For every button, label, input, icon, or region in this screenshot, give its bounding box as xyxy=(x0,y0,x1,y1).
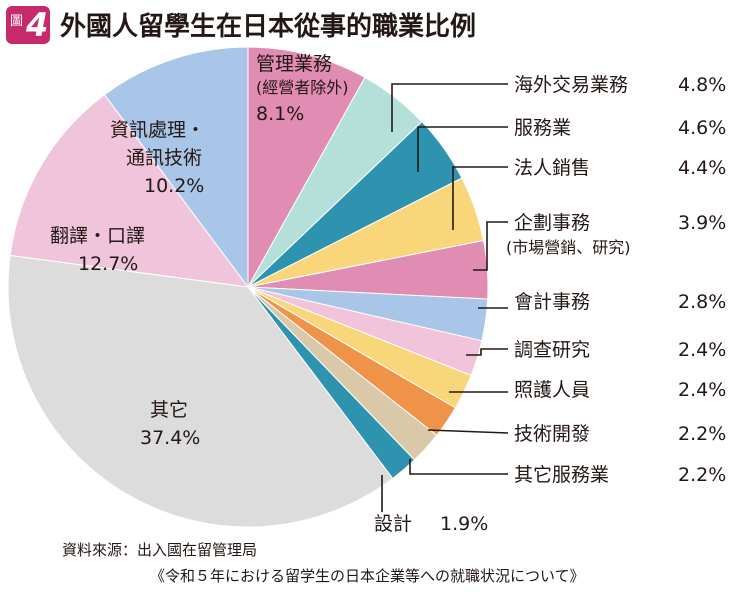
note-management: (經營者除外) xyxy=(256,78,349,97)
label-overseas-trade: 海外交易業務 xyxy=(514,74,629,96)
value-other: 37.4% xyxy=(140,427,201,449)
label-caregiver: 照護人員 xyxy=(514,379,591,401)
label-corporate-sales: 法人銷售 xyxy=(514,157,591,179)
leader-line-overseas-trade xyxy=(391,83,508,132)
value-caregiver: 2.4% xyxy=(678,379,727,401)
leader-line-research xyxy=(466,348,508,356)
figure-badge: 圖 4 xyxy=(6,6,50,44)
label-it-line1: 資訊處理・ xyxy=(110,119,206,141)
source-line2: 《令和５年における留学生の日本企業等への就職状況について》 xyxy=(150,567,585,585)
label-tech-dev: 技術開發 xyxy=(514,423,591,445)
value-overseas-trade: 4.8% xyxy=(678,74,727,96)
value-accounting: 2.8% xyxy=(678,291,727,313)
leader-line-corporate-sales xyxy=(452,166,508,230)
source-line1: 資料來源：出入國在留管理局 xyxy=(62,541,258,559)
leader-line-other-service xyxy=(409,459,508,475)
figure-badge-number: 4 xyxy=(26,6,49,44)
note-planning: (市場營銷、研究) xyxy=(506,238,631,257)
figure-badge-label: 圖 xyxy=(10,14,24,29)
label-design: 設計 xyxy=(374,513,413,535)
value-planning: 3.9% xyxy=(678,212,727,234)
value-tech-dev: 2.2% xyxy=(678,423,727,445)
value-corporate-sales: 4.4% xyxy=(678,157,727,179)
label-other-service: 其它服務業 xyxy=(514,464,610,486)
pie-slice-translation xyxy=(9,93,250,288)
label-research: 調查研究 xyxy=(514,339,591,361)
label-it-line2: 通訊技術 xyxy=(126,147,203,169)
label-service: 服務業 xyxy=(514,117,572,139)
value-service: 4.6% xyxy=(678,117,727,139)
leader-line-tech-dev xyxy=(427,429,509,434)
label-other: 其它 xyxy=(150,399,189,421)
label-accounting: 會計事務 xyxy=(514,291,591,313)
pie-slice-it xyxy=(103,46,249,289)
leader-line-service xyxy=(417,126,508,172)
leader-line-planning xyxy=(473,221,508,271)
label-translation: 翻譯・口譯 xyxy=(50,225,146,247)
chart-title: 外國人留學生在日本從事的職業比例 xyxy=(60,12,477,42)
value-other-service: 2.2% xyxy=(678,464,727,486)
value-translation: 12.7% xyxy=(78,253,139,275)
value-research: 2.4% xyxy=(678,339,727,361)
label-management: 管理業務 xyxy=(256,53,333,75)
label-planning: 企劃事務 xyxy=(514,212,591,234)
value-management: 8.1% xyxy=(256,103,305,125)
pie-slice-management xyxy=(247,46,366,289)
value-design: 1.9% xyxy=(440,513,489,535)
value-it: 10.2% xyxy=(144,175,205,197)
pie-slice-other xyxy=(7,254,394,528)
